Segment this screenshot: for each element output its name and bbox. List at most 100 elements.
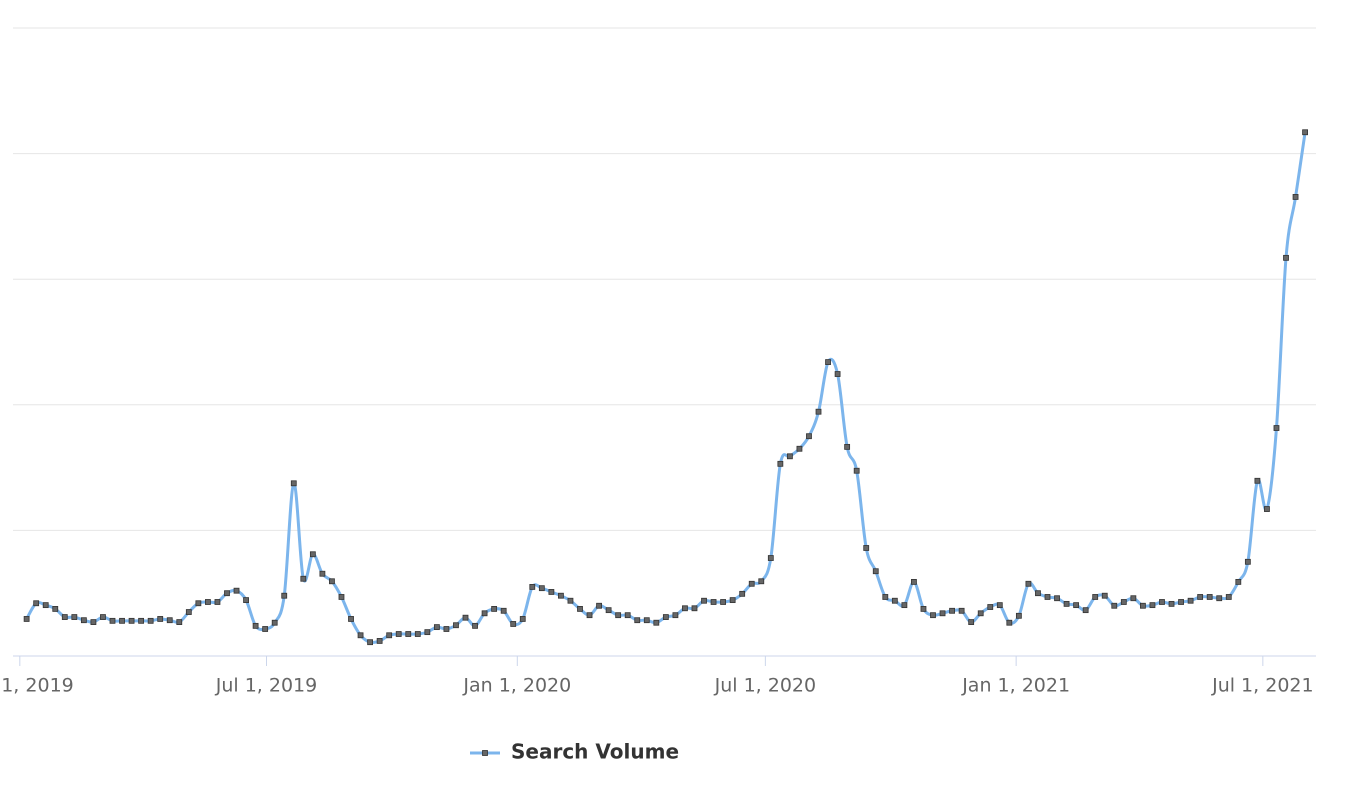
data-point <box>166 617 173 624</box>
data-point <box>1015 612 1022 619</box>
data-point <box>615 612 622 619</box>
data-point <box>653 619 660 626</box>
data-point <box>1283 254 1289 261</box>
data-point <box>61 614 68 620</box>
data-point <box>71 614 78 620</box>
data-point <box>395 631 402 637</box>
x-tick-label: Jan 1, 2020 <box>462 675 571 697</box>
data-point <box>777 460 784 467</box>
data-point <box>634 617 641 624</box>
data-point <box>338 594 345 600</box>
data-point <box>1092 594 1099 600</box>
data-point <box>701 597 707 604</box>
data-point <box>863 545 870 551</box>
data-point <box>185 609 192 615</box>
data-point <box>52 606 59 612</box>
data-point <box>1216 595 1223 602</box>
legend-label: Search Volume <box>511 740 679 764</box>
data-point <box>748 580 755 587</box>
data-point <box>329 578 335 585</box>
data-point <box>1111 602 1118 609</box>
data-point <box>825 359 831 365</box>
data-point <box>405 631 412 637</box>
data-point <box>100 614 106 620</box>
data-point <box>443 626 450 632</box>
data-point <box>548 589 555 595</box>
data-point <box>424 629 431 636</box>
data-point <box>147 617 154 624</box>
data-point <box>1101 592 1108 599</box>
data-point <box>510 621 517 627</box>
data-point <box>691 605 698 612</box>
data-point <box>834 371 841 377</box>
data-point <box>1235 578 1242 585</box>
data-point <box>376 638 383 644</box>
data-point <box>23 616 30 622</box>
data-point <box>1006 619 1013 626</box>
data-point <box>596 602 602 609</box>
data-point <box>720 599 727 605</box>
data-point <box>901 602 908 609</box>
data-point <box>1120 599 1127 605</box>
data-point <box>453 622 459 629</box>
data-point <box>577 606 583 612</box>
data-point <box>243 597 249 604</box>
data-point <box>1178 599 1184 605</box>
data-point <box>958 607 965 614</box>
data-point <box>911 578 917 585</box>
data-point <box>367 639 373 646</box>
data-point <box>1197 594 1204 600</box>
data-point <box>519 616 526 622</box>
data-point <box>729 597 736 604</box>
x-tick-label: Jan 1, 2019 <box>0 675 74 697</box>
data-point <box>1302 129 1308 136</box>
data-point <box>472 622 478 629</box>
data-point <box>1225 594 1232 600</box>
data-point <box>414 631 421 637</box>
data-point <box>758 578 765 585</box>
data-point <box>205 599 211 605</box>
data-point <box>1264 506 1270 512</box>
data-point <box>1206 594 1213 600</box>
data-point <box>815 408 822 415</box>
data-point <box>271 619 278 626</box>
data-point <box>128 617 135 624</box>
data-point <box>386 632 393 639</box>
data-point <box>939 610 946 617</box>
data-point <box>1159 599 1165 605</box>
data-point <box>319 570 326 577</box>
data-point <box>300 575 307 582</box>
data-point <box>672 612 679 619</box>
data-point <box>567 597 574 604</box>
data-point <box>500 607 507 614</box>
data-point <box>33 600 40 607</box>
data-point <box>1025 580 1032 587</box>
data-point <box>739 590 746 597</box>
data-point <box>214 599 221 605</box>
data-point <box>586 612 593 619</box>
data-point <box>90 619 97 625</box>
data-point <box>977 610 984 617</box>
data-point <box>1140 602 1146 609</box>
data-point <box>920 606 927 612</box>
data-point <box>1168 600 1175 607</box>
data-point <box>1292 194 1299 200</box>
data-point <box>433 624 440 631</box>
data-point <box>462 614 469 621</box>
data-point <box>195 600 202 607</box>
data-point <box>1054 595 1060 602</box>
data-point <box>930 612 936 619</box>
data-point <box>891 597 898 604</box>
data-point <box>233 587 240 594</box>
data-point <box>643 617 650 624</box>
data-point <box>796 445 803 452</box>
data-point <box>968 619 975 625</box>
data-point <box>987 604 994 610</box>
data-point <box>853 467 860 474</box>
data-point <box>491 606 498 612</box>
data-point <box>481 610 488 617</box>
data-point <box>42 602 49 609</box>
data-point <box>605 607 612 614</box>
x-tick-label: Jul 1, 2021 <box>1211 675 1314 697</box>
